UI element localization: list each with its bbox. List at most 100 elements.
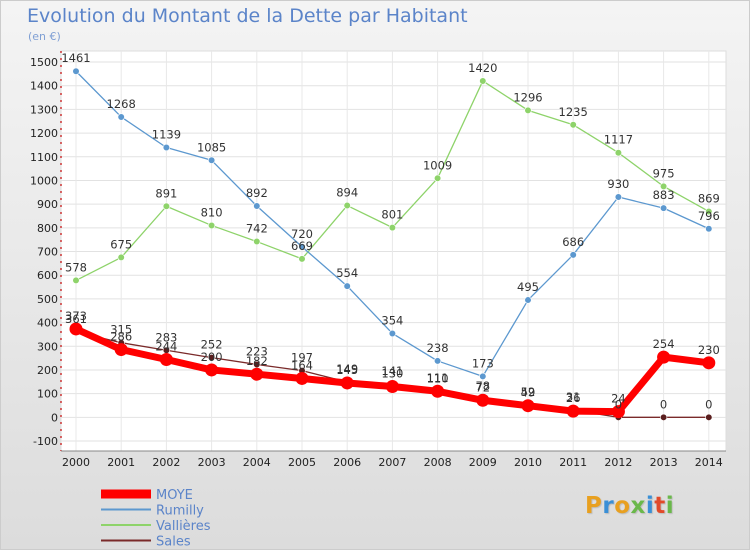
data-label: 742 bbox=[246, 222, 268, 236]
data-point bbox=[162, 202, 170, 210]
data-point bbox=[69, 322, 83, 336]
data-label: 315 bbox=[110, 323, 132, 337]
chart-unit: (en €) bbox=[28, 30, 61, 43]
logo-letter: t bbox=[654, 493, 666, 519]
data-label: 110 bbox=[427, 371, 449, 385]
y-tick-label: 1000 bbox=[30, 174, 58, 187]
data-label: 495 bbox=[517, 280, 539, 294]
data-point bbox=[295, 371, 309, 385]
data-point bbox=[162, 143, 170, 152]
data-label: 894 bbox=[336, 186, 358, 200]
logo-letter: i bbox=[665, 493, 675, 519]
data-point bbox=[385, 380, 399, 394]
x-tick-label: 2014 bbox=[695, 456, 723, 469]
data-point bbox=[657, 350, 671, 364]
data-point bbox=[611, 405, 625, 419]
logo-letter: o bbox=[614, 493, 631, 519]
data-label: 1268 bbox=[107, 97, 136, 111]
data-label: 1085 bbox=[197, 140, 226, 154]
data-point bbox=[659, 204, 668, 212]
data-label: 686 bbox=[562, 235, 584, 249]
data-label: 173 bbox=[472, 356, 494, 370]
data-point bbox=[117, 113, 125, 121]
data-label: 26 bbox=[566, 391, 581, 405]
y-tick-label: 400 bbox=[37, 317, 58, 330]
x-tick-label: 2009 bbox=[469, 456, 497, 469]
data-label: 244 bbox=[155, 340, 177, 354]
y-tick-label: 100 bbox=[37, 388, 58, 401]
data-label: 554 bbox=[336, 266, 358, 280]
x-tick-label: 2005 bbox=[288, 456, 316, 469]
data-point bbox=[476, 393, 490, 407]
data-point bbox=[479, 77, 487, 85]
data-label: 1296 bbox=[513, 90, 542, 104]
data-label: 130 bbox=[381, 367, 403, 381]
data-point bbox=[208, 354, 216, 362]
data-point bbox=[569, 121, 577, 129]
data-point bbox=[702, 356, 716, 370]
data-label: 283 bbox=[155, 330, 177, 344]
data-point bbox=[250, 367, 264, 381]
data-point bbox=[569, 251, 577, 259]
data-point bbox=[479, 372, 487, 380]
data-point bbox=[253, 202, 261, 210]
data-label: 1420 bbox=[468, 61, 497, 75]
data-label: 49 bbox=[521, 386, 536, 400]
data-label: 354 bbox=[381, 313, 403, 327]
data-point bbox=[343, 282, 351, 290]
data-label: 31 bbox=[566, 390, 581, 404]
y-tick-label: 600 bbox=[37, 269, 58, 282]
data-label: 223 bbox=[246, 344, 268, 358]
data-label: 145 bbox=[336, 363, 358, 377]
data-label: 1235 bbox=[559, 105, 588, 119]
logo-letter: P bbox=[585, 493, 603, 519]
x-tick-label: 2002 bbox=[152, 456, 180, 469]
data-label: 801 bbox=[381, 208, 403, 222]
y-tick-label: 1400 bbox=[30, 80, 58, 93]
data-label: 182 bbox=[246, 354, 268, 368]
y-tick-label: 300 bbox=[37, 340, 58, 353]
data-label: 238 bbox=[427, 341, 449, 355]
data-point bbox=[298, 243, 306, 251]
y-tick-label: -100 bbox=[33, 435, 58, 448]
data-label: 1461 bbox=[61, 51, 90, 65]
data-point bbox=[114, 343, 128, 357]
logo-letter: i bbox=[645, 493, 655, 519]
data-label: 197 bbox=[291, 351, 313, 365]
data-point bbox=[159, 353, 173, 367]
x-tick-label: 2010 bbox=[514, 456, 542, 469]
data-point bbox=[205, 363, 219, 377]
data-label: 720 bbox=[291, 227, 313, 241]
data-label: 286 bbox=[110, 330, 132, 344]
data-point bbox=[208, 221, 216, 230]
data-point bbox=[521, 399, 535, 413]
legend-label: Rumilly bbox=[156, 504, 204, 519]
data-label: 230 bbox=[698, 343, 720, 357]
data-point bbox=[388, 329, 397, 338]
data-label: 111 bbox=[427, 371, 449, 385]
legend-label: MOYE bbox=[156, 488, 193, 503]
proxiti-logo: Proxiti bbox=[585, 493, 674, 519]
data-point bbox=[614, 149, 623, 157]
y-tick-label: 0 bbox=[51, 411, 58, 424]
data-label: 975 bbox=[653, 166, 675, 180]
y-tick-label: 800 bbox=[37, 222, 58, 235]
data-label: 883 bbox=[653, 188, 675, 202]
data-point bbox=[524, 106, 532, 114]
x-tick-label: 2013 bbox=[650, 456, 678, 469]
data-point bbox=[659, 413, 668, 421]
data-label: 796 bbox=[698, 209, 720, 223]
data-label: 578 bbox=[65, 260, 87, 274]
data-label: 78 bbox=[475, 379, 490, 393]
data-label: 361 bbox=[65, 312, 87, 326]
data-point bbox=[117, 253, 125, 262]
data-label: 252 bbox=[201, 338, 223, 352]
data-label: 1009 bbox=[423, 158, 452, 172]
y-tick-label: 500 bbox=[37, 293, 58, 306]
legend-label: Vallières bbox=[156, 519, 211, 534]
y-tick-label: 900 bbox=[37, 198, 58, 211]
data-point bbox=[253, 237, 261, 246]
data-label: 669 bbox=[291, 239, 313, 253]
